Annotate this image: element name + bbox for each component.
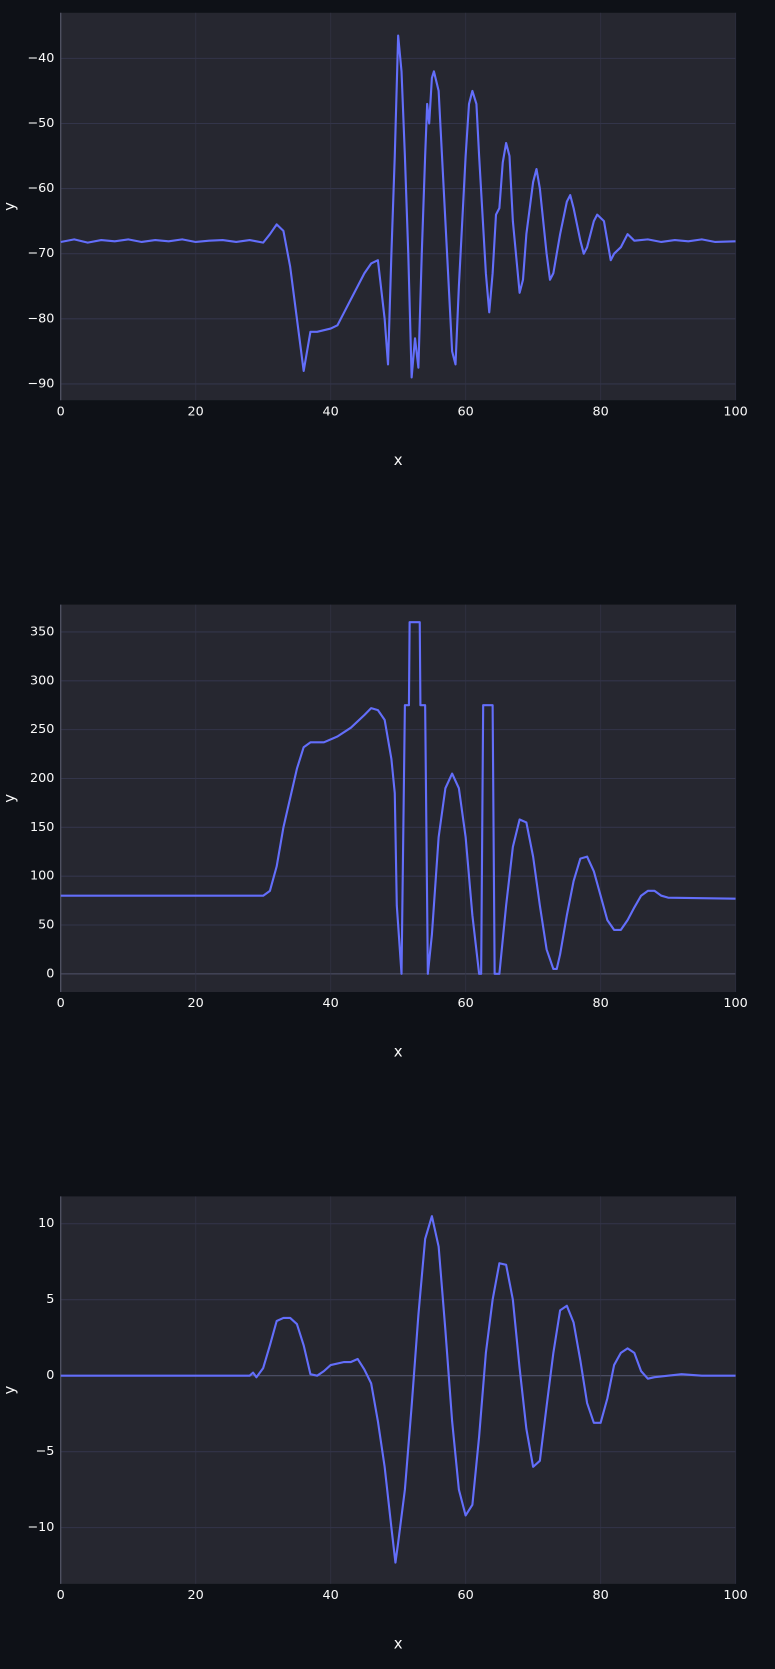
y-axis-label: y [1, 1386, 19, 1395]
x-tick-label: 20 [188, 996, 204, 1011]
y-tick-label: 200 [30, 771, 54, 786]
x-tick-label: 40 [323, 1588, 339, 1603]
x-tick-label: 0 [57, 404, 65, 419]
x-tick-label: 80 [592, 404, 608, 419]
y-axis-label: y [1, 794, 19, 803]
data-line [60, 621, 736, 975]
x-tick-label: 60 [458, 1588, 474, 1603]
x-tick-label: 60 [458, 404, 474, 419]
y-tick-label: 50 [38, 918, 54, 933]
data-line [60, 34, 736, 379]
x-tick-label: 100 [723, 404, 747, 419]
x-tick-label: 60 [458, 996, 474, 1011]
y-tick-label: −90 [27, 376, 54, 391]
x-tick-label: 20 [188, 404, 204, 419]
plot-area [60, 12, 736, 401]
y-tick-label: 300 [30, 673, 54, 688]
x-tick-label: 80 [592, 996, 608, 1011]
y-tick-label: 350 [30, 624, 54, 639]
x-axis-label: x [394, 1635, 403, 1653]
y-tick-label: −50 [27, 116, 54, 131]
y-tick-label: −5 [36, 1444, 55, 1459]
x-axis-label: x [394, 451, 403, 469]
x-tick-label: 100 [723, 1588, 747, 1603]
plot-area [60, 1196, 736, 1584]
x-tick-label: 0 [57, 1588, 65, 1603]
x-tick-label: 0 [57, 996, 65, 1011]
y-tick-label: 150 [30, 820, 54, 835]
y-tick-label: 10 [38, 1216, 54, 1231]
x-tick-label: 20 [188, 1588, 204, 1603]
y-tick-label: −80 [27, 311, 54, 326]
x-tick-label: 40 [323, 996, 339, 1011]
y-tick-label: 0 [46, 1368, 54, 1383]
x-tick-label: 80 [592, 1588, 608, 1603]
y-tick-label: −10 [27, 1520, 54, 1535]
y-tick-label: 5 [46, 1292, 54, 1307]
data-line [60, 1215, 736, 1564]
y-tick-label: −40 [27, 51, 54, 66]
x-axis-label: x [394, 1043, 403, 1061]
x-tick-label: 40 [323, 404, 339, 419]
y-tick-label: −60 [27, 181, 54, 196]
y-tick-label: −70 [27, 246, 54, 261]
x-tick-label: 100 [723, 996, 747, 1011]
y-tick-label: 0 [46, 966, 54, 981]
y-tick-label: 250 [30, 722, 54, 737]
y-axis-label: y [1, 202, 19, 211]
y-tick-label: 100 [30, 869, 54, 884]
